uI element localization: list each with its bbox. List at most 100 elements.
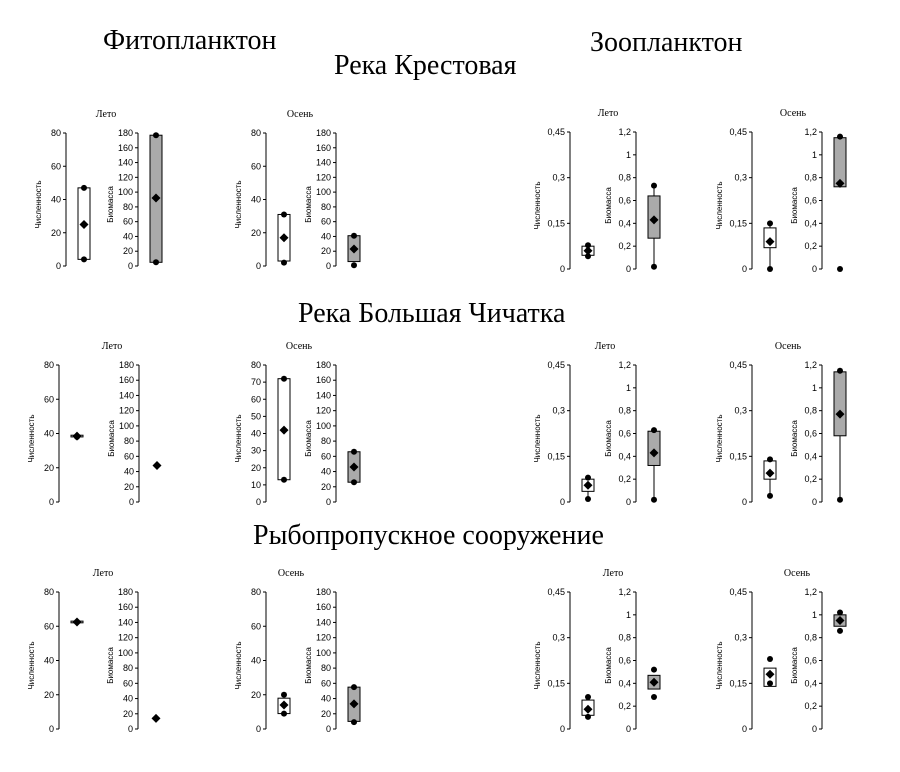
y-tick-label: 0 [742,724,747,734]
y-tick-label: 60 [251,161,261,171]
y-tick-label: 0,8 [804,633,817,643]
y-tick-label: 160 [316,602,331,612]
data-point [351,479,357,486]
mean-marker [79,219,89,229]
y-tick-label: 1 [626,150,631,160]
y-axis-label: Численность [715,641,724,689]
y-tick-label: 0,3 [734,173,747,183]
y-tick-label: 80 [321,663,331,673]
y-tick-label: 0,4 [804,451,817,461]
mean-marker [649,215,659,225]
y-axis-label: Численность [715,181,724,229]
y-tick-label: 40 [251,656,261,666]
y-tick-label: 0,3 [734,406,747,416]
axis-panel-7-numbers: 0 0,15 0,3 0,45 Численность [715,360,777,507]
axis-panel-4-biomass: 0 20 40 60 80 100 120 140 160 180 Биомасса [107,360,162,507]
y-tick-label: 0,45 [547,587,565,597]
y-tick-label: 0,8 [618,406,631,416]
y-tick-label: 100 [316,648,331,658]
y-tick-label: 100 [119,421,134,431]
y-tick-label: 0,6 [618,429,631,439]
y-tick-label: 0,6 [804,656,817,666]
y-tick-label: 0 [812,264,817,274]
axis-panel-0-numbers: 0 20 40 60 80 Численность [34,128,91,271]
y-tick-label: 1,2 [804,587,817,597]
data-point [837,627,843,634]
y-tick-label: 1 [812,150,817,160]
axis-panel-8-numbers: 0 20 40 60 80 Численность [27,587,84,734]
y-tick-label: 180 [118,587,133,597]
axis-panel-11-biomass: 0 0,2 0,4 0,6 0,8 1 1,2 Биомасса [790,587,847,734]
y-tick-label: 0,4 [618,451,631,461]
y-tick-label: 1 [626,383,631,393]
data-point [281,710,287,717]
y-axis-label: Численность [27,414,36,462]
y-axis-label: Численность [715,414,724,462]
y-tick-label: 40 [51,195,61,205]
mean-marker [765,237,775,247]
data-point [837,367,843,374]
data-point [651,666,657,673]
mean-marker [583,704,593,714]
y-tick-label: 0,8 [618,633,631,643]
mean-marker [649,448,659,458]
axis-panel-1-biomass: 0 20 40 60 80 100 120 140 160 180 Биомасса [304,128,361,271]
mean-marker [349,699,359,709]
y-tick-label: 0,45 [547,127,565,137]
y-axis-label: Численность [234,414,243,462]
data-point [281,476,287,483]
y-tick-label: 60 [251,394,261,404]
y-tick-label: 80 [123,663,133,673]
axis-panel-6-biomass: 0 0,2 0,4 0,6 0,8 1 1,2 Биомасса [604,360,661,507]
y-axis-label: Численность [533,641,542,689]
y-tick-label: 40 [321,467,331,477]
y-tick-label: 120 [119,406,134,416]
y-tick-label: 120 [316,172,331,182]
y-tick-label: 140 [316,158,331,168]
y-tick-label: 80 [124,436,134,446]
panel-title: Осень [780,108,807,119]
y-tick-label: 40 [251,429,261,439]
mean-marker [151,713,161,723]
y-tick-label: 0,2 [618,474,631,484]
data-point [651,496,657,503]
y-tick-label: 180 [118,128,133,138]
y-tick-label: 100 [316,187,331,197]
y-tick-label: 0,3 [734,633,747,643]
y-tick-label: 0,6 [618,656,631,666]
y-tick-label: 0 [626,264,631,274]
y-tick-label: 70 [251,377,261,387]
y-axis-label: Биомасса [106,647,115,684]
y-tick-label: 100 [118,187,133,197]
y-tick-label: 160 [118,602,133,612]
y-tick-label: 20 [251,463,261,473]
y-tick-label: 0 [256,497,261,507]
axis-panel-6-numbers: 0 0,15 0,3 0,45 Численность [533,360,595,507]
y-tick-label: 0,15 [547,451,565,461]
data-point [281,691,287,698]
y-tick-label: 60 [321,678,331,688]
y-tick-label: 0,6 [804,196,817,206]
axis-panel-3-biomass: 0 0,2 0,4 0,6 0,8 1 1,2 Биомасса [790,127,847,274]
y-tick-label: 140 [316,390,331,400]
y-axis-label: Численность [533,414,542,462]
y-tick-label: 0,15 [729,218,747,228]
panel-title: Осень [775,341,802,352]
y-axis-label: Численность [27,641,36,689]
y-axis-label: Биомасса [107,420,116,457]
y-tick-label: 0,3 [552,406,565,416]
y-axis-label: Биомасса [604,420,613,457]
mean-marker [72,617,82,627]
y-tick-label: 0,2 [804,241,817,251]
y-tick-label: 0 [742,264,747,274]
y-tick-label: 20 [44,690,54,700]
mean-marker [279,233,289,243]
y-tick-label: 80 [321,436,331,446]
data-point [351,262,357,269]
y-tick-label: 120 [118,633,133,643]
axis-panel-10-numbers: 0 0,15 0,3 0,45 Численность [533,587,595,734]
y-tick-label: 0,4 [618,678,631,688]
y-tick-label: 1 [812,383,817,393]
y-tick-label: 60 [124,451,134,461]
y-tick-label: 0 [560,264,565,274]
